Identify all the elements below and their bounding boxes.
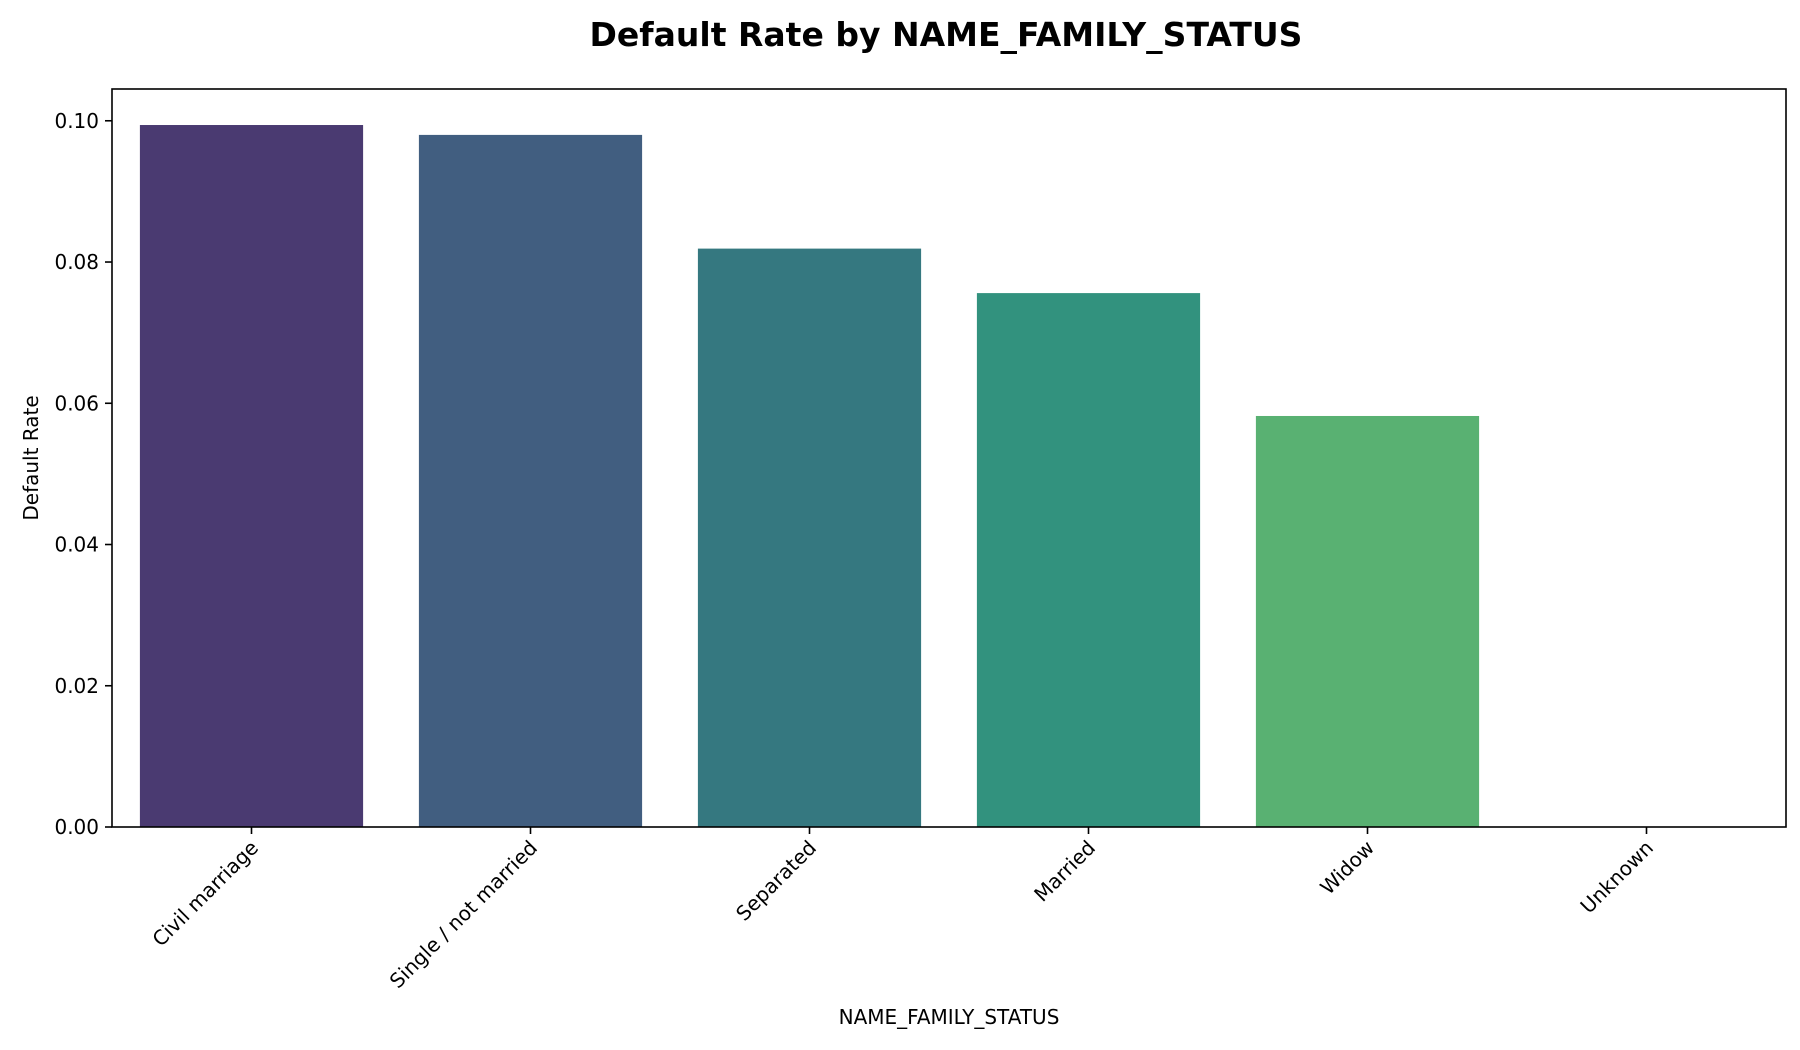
- y-tick-label: 0.00: [54, 815, 99, 839]
- y-tick-label: 0.10: [54, 109, 99, 133]
- y-tick-label: 0.04: [54, 533, 99, 557]
- y-tick-label: 0.08: [54, 250, 99, 274]
- bar-widow: [1255, 415, 1480, 827]
- bar-civil-marriage: [139, 125, 364, 828]
- x-axis-label: NAME_FAMILY_STATUS: [839, 1005, 1060, 1029]
- y-axis: 0.00 0.02 0.04 0.06 0.08 0.10: [54, 109, 112, 839]
- x-tick-label: Unknown: [1575, 836, 1658, 919]
- x-axis: Civil marriage Single / not married Separa…: [147, 827, 1658, 993]
- x-tick-label: Widow: [1315, 836, 1379, 900]
- y-tick-label: 0.02: [54, 674, 99, 698]
- chart-title: Default Rate by NAME_FAMILY_STATUS: [590, 15, 1303, 54]
- bar-single-not-married: [418, 134, 643, 828]
- x-tick-label: Married: [1029, 836, 1100, 907]
- y-axis-label: Default Rate: [19, 395, 43, 520]
- x-tick-label: Single / not married: [385, 836, 542, 993]
- x-tick-label: Separated: [731, 836, 821, 926]
- bar-separated: [697, 248, 922, 828]
- bars-group: [139, 125, 1480, 828]
- y-tick-label: 0.06: [54, 391, 99, 415]
- plot-frame: [111, 88, 1787, 828]
- bar-married: [976, 293, 1201, 827]
- x-tick-label: Civil marriage: [147, 836, 263, 952]
